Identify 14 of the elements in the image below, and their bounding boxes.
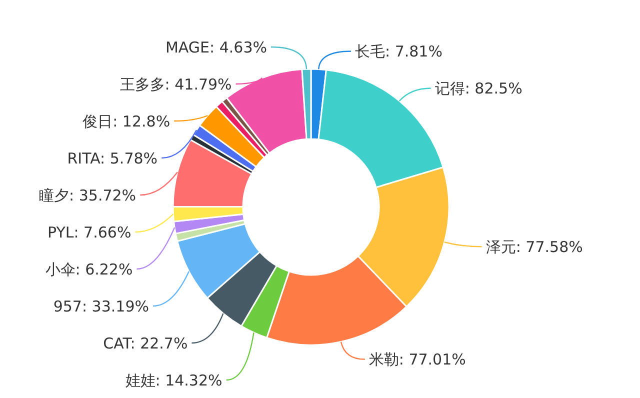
slice-label: 记得: 82.5% [434, 79, 522, 98]
slice-label: RITA: 5.78% [67, 149, 158, 168]
slice-label: CAT: 22.7% [103, 334, 188, 352]
slice-label: 王多多: 41.79% [120, 75, 232, 94]
slice-label: 米勒: 77.01% [368, 350, 466, 369]
slice-label: MAGE: 4.63% [165, 38, 267, 56]
slice-label: 泽元: 77.58% [486, 238, 583, 256]
slice-label: 瞳夕: 35.72% [39, 186, 136, 204]
slice-label: 俊日: 12.8% [82, 112, 170, 130]
slice-label: 957: 33.19% [53, 297, 150, 316]
slice-label: PYL: 7.66% [47, 223, 132, 242]
slice-label: 长毛: 7.81% [355, 42, 442, 60]
slice-label: 小伞: 6.22% [45, 260, 133, 278]
slice-label: 娃娃: 14.32% [125, 371, 222, 390]
